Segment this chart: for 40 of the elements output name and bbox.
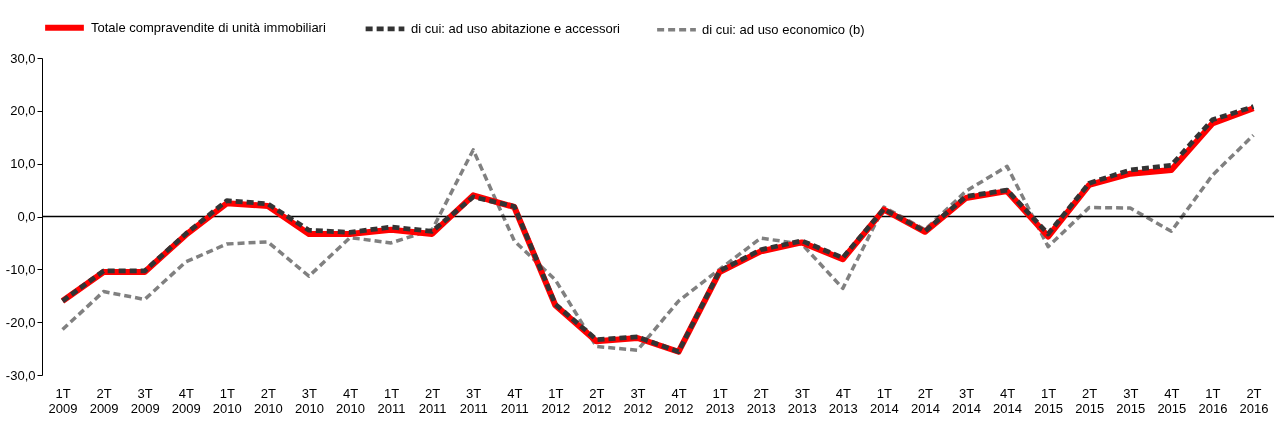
y-tick-label: 10,0 <box>10 156 36 172</box>
y-tick-label: 20,0 <box>10 103 36 119</box>
x-tick-label: 2T 2015 <box>1075 385 1105 416</box>
x-tick-label: 1T 2015 <box>1034 385 1064 416</box>
x-tick-label: 4T 2011 <box>500 385 529 416</box>
x-tick-label: 2T 2016 <box>1239 385 1269 416</box>
x-tick-label: 3T 2009 <box>130 385 160 416</box>
x-tick-label: 4T 2012 <box>664 385 694 416</box>
y-tick-label: -30,0 <box>5 367 36 383</box>
legend-label: di cui: ad uso economico (b) <box>702 21 865 37</box>
x-tick-label: 3T 2014 <box>952 385 981 416</box>
x-tick-label: 4T 2014 <box>993 385 1023 416</box>
y-tick-label: 30,0 <box>10 50 36 66</box>
x-tick-label: 1T 2013 <box>705 385 735 416</box>
x-tick-label: 4T 2010 <box>336 385 365 416</box>
legend-label: Totale compravendite di unità immobiliari <box>91 19 326 35</box>
y-tick-label: -10,0 <box>5 261 36 277</box>
x-tick-label: 3T 2012 <box>623 385 653 416</box>
x-tick-label: 1T 2012 <box>541 385 571 416</box>
x-tick-label: 3T 2013 <box>787 385 817 416</box>
x-tick-label: 4T 2009 <box>171 385 201 416</box>
x-tick-label: 3T 2011 <box>459 385 488 416</box>
legend-label: di cui: ad uso abitazione e accessori <box>411 20 620 36</box>
x-tick-label: 3T 2010 <box>294 385 324 416</box>
x-tick-label: 2T 2010 <box>253 385 283 416</box>
y-tick-label: 0,0 <box>17 209 36 224</box>
x-tick-label: 2T 2012 <box>582 385 612 416</box>
x-tick-label: 3T 2015 <box>1116 385 1146 416</box>
x-tick-label: 1T 2011 <box>377 385 406 416</box>
x-tick-label: 1T 2016 <box>1198 385 1228 416</box>
x-tick-label: 1T 2009 <box>48 385 78 416</box>
x-tick-label: 1T 2014 <box>869 385 899 416</box>
x-tick-label: 2T 2011 <box>418 385 447 416</box>
x-tick-label: 2T 2009 <box>89 385 119 416</box>
x-tick-label: 2T 2014 <box>910 385 940 416</box>
y-tick-label: -20,0 <box>5 314 36 330</box>
x-tick-label: 4T 2015 <box>1157 385 1187 416</box>
x-tick-label: 1T 2010 <box>212 385 242 416</box>
x-tick-label: 4T 2013 <box>828 385 858 416</box>
x-tick-label: 2T 2013 <box>746 385 776 416</box>
